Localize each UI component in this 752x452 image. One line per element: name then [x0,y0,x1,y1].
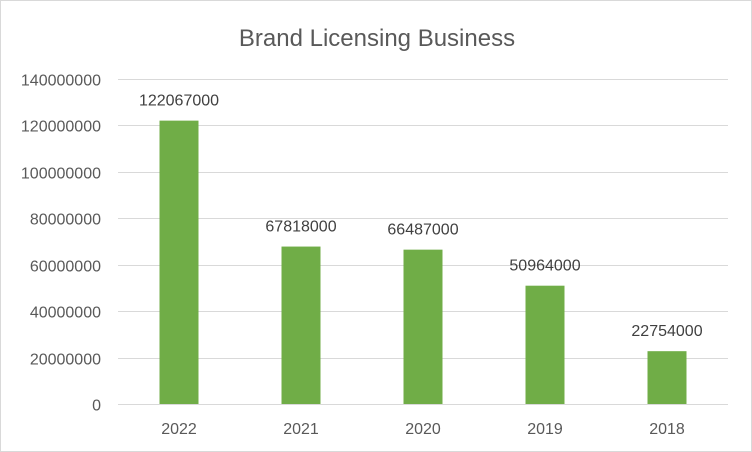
x-tick-label: 2020 [405,421,441,438]
bar [647,351,687,404]
x-axis-ticks: 2022 2021 2020 2019 2018 [161,421,685,438]
bars [159,120,687,404]
y-tick-label: 140000000 [21,73,101,90]
y-tick-label: 20000000 [30,352,101,369]
y-tick-label: 100000000 [21,166,101,183]
chart-title: Brand Licensing Business [239,25,515,52]
data-labels: 122067000 67818000 66487000 50964000 2275400… [139,93,703,341]
bar [525,285,565,404]
y-tick-label: 0 [92,398,101,415]
data-label: 67818000 [265,219,336,236]
bar [281,246,321,404]
data-label: 50964000 [509,258,580,275]
x-tick-label: 2021 [283,421,319,438]
y-tick-label: 40000000 [30,305,101,322]
y-tick-label: 60000000 [30,259,101,276]
data-label: 122067000 [139,93,219,110]
bar [403,249,443,404]
y-axis-ticks: 0 20000000 40000000 60000000 80000000 1000000… [21,73,101,415]
data-label: 66487000 [387,222,458,239]
x-tick-label: 2019 [527,421,563,438]
y-tick-label: 80000000 [30,212,101,229]
y-tick-label: 120000000 [21,119,101,136]
data-label: 22754000 [631,323,702,340]
x-tick-label: 2022 [161,421,197,438]
x-tick-label: 2018 [649,421,685,438]
bar [159,120,199,404]
